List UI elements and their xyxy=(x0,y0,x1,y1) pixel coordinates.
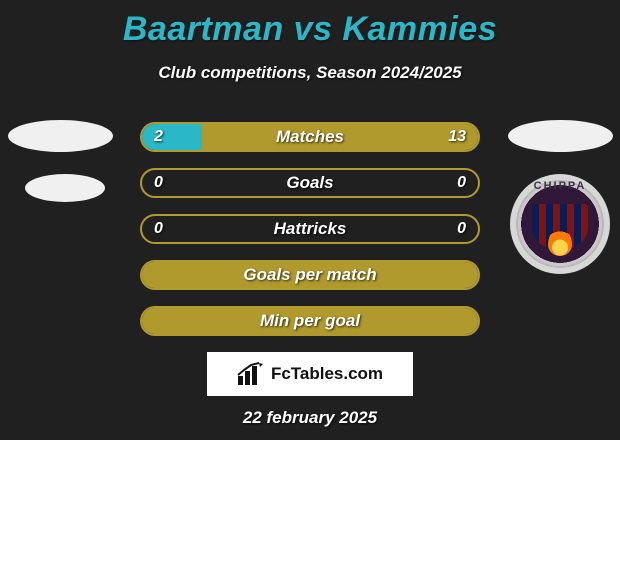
stat-bar-label: Min per goal xyxy=(260,311,360,331)
stat-bar-right-value: 13 xyxy=(448,128,466,146)
snapshot-date: 22 february 2025 xyxy=(0,408,620,428)
right-player-placeholder-1 xyxy=(508,120,613,152)
right-club-badge xyxy=(510,174,610,274)
fctables-logo: FcTables.com xyxy=(207,352,413,396)
stat-bar-right-value: 0 xyxy=(457,220,466,238)
page-title: Baartman vs Kammies xyxy=(0,0,620,49)
left-club-badge-placeholder xyxy=(25,174,105,202)
stat-bar-left-value: 0 xyxy=(154,174,163,192)
stat-bar-left-value: 0 xyxy=(154,220,163,238)
fctables-bars-icon xyxy=(237,362,265,386)
stat-bar-label: Goals per match xyxy=(243,265,376,285)
right-player-column xyxy=(500,120,620,274)
stat-bar-label: Hattricks xyxy=(274,219,347,239)
stat-bar: 0 0 Hattricks xyxy=(140,214,480,244)
stats-card: Baartman vs Kammies Club competitions, S… xyxy=(0,0,620,440)
stat-bar: Goals per match xyxy=(140,260,480,290)
badge-flame-icon xyxy=(548,228,572,256)
stat-bars: 2 13 Matches 0 0 Goals 0 0 Hattricks Goals per ma… xyxy=(140,122,480,352)
stat-bar: 2 13 Matches xyxy=(140,122,480,152)
stat-bar-left-fill xyxy=(142,124,202,150)
stat-bar: Min per goal xyxy=(140,306,480,336)
page-subtitle: Club competitions, Season 2024/2025 xyxy=(0,63,620,83)
stat-bar-right-value: 0 xyxy=(457,174,466,192)
left-player-placeholder-1 xyxy=(8,120,113,152)
stat-bar-left-value: 2 xyxy=(154,128,163,146)
left-player-column xyxy=(0,120,120,224)
stat-bar: 0 0 Goals xyxy=(140,168,480,198)
stat-bar-label: Matches xyxy=(276,127,344,147)
stat-bar-label: Goals xyxy=(286,173,333,193)
fctables-logo-text: FcTables.com xyxy=(271,364,383,384)
